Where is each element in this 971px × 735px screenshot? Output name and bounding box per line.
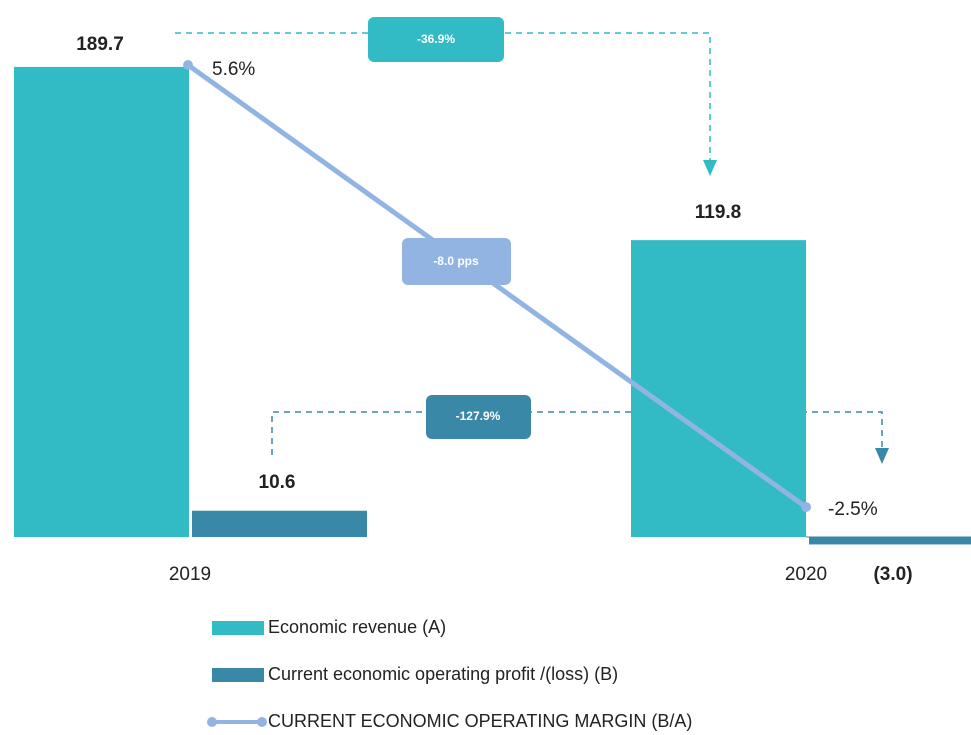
line-point [801, 502, 811, 513]
legend-label: Economic revenue (A) [268, 617, 446, 637]
legend-swatch [257, 717, 267, 727]
marks: 189.7 119.8 10.6 (3.0) 2019 2020 5.6% -2.5% [14, 34, 971, 585]
annotation-box [426, 395, 531, 439]
line-point [183, 60, 193, 71]
data-label: 119.8 [695, 202, 742, 223]
data-label: -2.5% [828, 499, 878, 520]
bar [631, 240, 806, 538]
annotation-profit-change [271, 411, 889, 464]
annotation-box [402, 238, 511, 285]
line [186, 62, 808, 510]
data-label: (3.0) [873, 564, 912, 585]
data-label: 5.6% [212, 59, 255, 80]
x-tick-label: 2020 [785, 564, 827, 585]
legend-swatch [207, 717, 217, 727]
legend-label: CURRENT ECONOMIC OPERATING MARGIN (B/A) [268, 711, 692, 731]
x-tick-label: 2019 [169, 564, 211, 585]
annotation-boxes: -8.0 pps -127.9% [402, 238, 531, 439]
bar [809, 537, 971, 545]
arrow-head [875, 448, 889, 464]
annotation-text: -36.9% [417, 32, 455, 46]
legend-swatch [212, 621, 264, 635]
dashed-arrow [175, 32, 711, 160]
annotation-box [368, 17, 504, 62]
annotation-revenue-change: -36.9% [175, 17, 717, 176]
legend-label: Current economic operating profit /(loss… [268, 664, 618, 684]
data-label: 10.6 [259, 472, 296, 493]
bar [14, 66, 189, 538]
annotation-text: -8.0 pps [433, 254, 479, 268]
arrow-head [703, 160, 717, 176]
annotation-text: -127.9% [456, 409, 501, 423]
bar [192, 510, 367, 538]
legend-swatch [212, 668, 264, 682]
data-label: 189.7 [76, 34, 124, 55]
dashed-arrow [271, 411, 883, 455]
